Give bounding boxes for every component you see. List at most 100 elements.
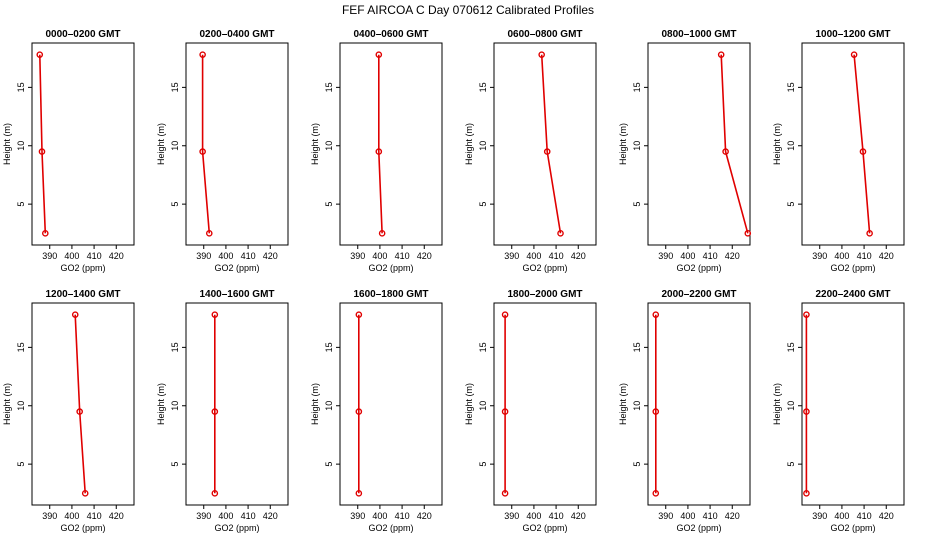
panel-title: 1600–1800 GMT (353, 289, 428, 300)
data-point (866, 230, 873, 237)
data-point (375, 51, 383, 58)
y-tick-label: 5 (16, 462, 26, 467)
data-point (501, 490, 509, 497)
x-tick-label: 390 (658, 511, 673, 521)
x-tick-label: 410 (549, 251, 564, 261)
y-tick-label: 5 (786, 202, 796, 207)
data-point (803, 490, 810, 497)
profile-panel: 1000–1200 GMT 390 400 410 420 5 10 15 GO2 (ppm) H… (772, 29, 905, 273)
y-tick-label: 10 (16, 141, 26, 151)
y-tick-label: 10 (632, 141, 642, 151)
profile-panel: 0200–0400 GMT 390 400 410 420 5 10 15 GO2 (ppm) H… (156, 29, 289, 273)
y-tick-label: 10 (324, 401, 334, 411)
y-tick-label: 5 (16, 202, 26, 207)
plot-frame (493, 302, 597, 506)
data-point (199, 148, 206, 155)
y-axis-label: Height (m) (772, 123, 782, 165)
y-tick-label: 5 (324, 462, 334, 467)
x-tick-label: 390 (350, 511, 365, 521)
x-axis-label: GO2 (ppm) (214, 523, 259, 533)
data-point (375, 148, 383, 155)
x-tick-label: 410 (857, 251, 872, 261)
data-point (42, 230, 49, 237)
data-point (211, 311, 219, 318)
data-point (744, 230, 752, 237)
x-tick-label: 410 (87, 251, 102, 261)
x-axis-label: GO2 (ppm) (676, 263, 721, 273)
x-tick-label: 410 (395, 251, 410, 261)
panel-title: 0200–0400 GMT (199, 29, 274, 40)
x-tick-label: 400 (834, 511, 849, 521)
x-tick-label: 410 (87, 511, 102, 521)
profile-panel: 0600–0800 GMT 390 400 410 420 5 10 15 GO2 (ppm) H… (464, 29, 597, 273)
y-tick-label: 15 (170, 82, 180, 92)
x-tick-label: 420 (263, 511, 278, 521)
x-tick-label: 420 (417, 511, 432, 521)
data-point (199, 51, 206, 58)
data-point (205, 230, 213, 237)
y-tick-label: 5 (632, 462, 642, 467)
x-tick-label: 420 (879, 251, 894, 261)
x-tick-label: 420 (725, 251, 740, 261)
x-axis-label: GO2 (ppm) (522, 263, 567, 273)
panel-title: 0600–0800 GMT (507, 29, 582, 40)
data-point (355, 311, 363, 318)
profile-panel: 2000–2200 GMT 390 400 410 420 5 10 15 GO2 (ppm) H… (618, 289, 751, 533)
x-axis-label: GO2 (ppm) (830, 523, 875, 533)
data-point (378, 230, 386, 237)
data-point (557, 230, 564, 237)
profile-panel: 2200–2400 GMT 390 400 410 420 5 10 15 GO2 (ppm) H… (772, 289, 905, 533)
x-tick-label: 400 (372, 511, 387, 521)
panel-title: 1200–1400 GMT (45, 289, 120, 300)
x-axis-label: GO2 (ppm) (522, 523, 567, 533)
profile-panel: 1200–1400 GMT 390 400 410 420 5 10 15 GO2 (ppm) H… (2, 289, 135, 533)
x-tick-label: 400 (526, 251, 541, 261)
profile-panel: 0000–0200 GMT 390 400 410 420 5 10 15 GO2 (ppm) H… (2, 29, 135, 273)
profile-panel: 1600–1800 GMT 390 400 410 420 5 10 15 GO2 (ppm) H… (310, 289, 443, 533)
plot-frame (185, 42, 289, 246)
x-tick-label: 410 (703, 511, 718, 521)
data-point (652, 311, 660, 318)
panel-grid: 0000–0200 GMT 390 400 410 420 5 10 15 GO2 (ppm) H… (2, 29, 905, 533)
data-point (36, 51, 44, 58)
x-tick-label: 400 (372, 251, 387, 261)
x-tick-label: 410 (549, 511, 564, 521)
y-tick-label: 5 (786, 462, 796, 467)
x-tick-label: 400 (680, 251, 695, 261)
panel-title: 2200–2400 GMT (815, 289, 890, 300)
data-point (652, 408, 660, 415)
x-tick-label: 410 (395, 511, 410, 521)
plot-frame (801, 42, 905, 246)
plot-frame (339, 302, 443, 506)
y-tick-label: 10 (786, 401, 796, 411)
profile-panel: 0400–0600 GMT 390 400 410 420 5 10 15 GO2 (ppm) H… (310, 29, 443, 273)
x-axis-label: GO2 (ppm) (830, 263, 875, 273)
x-tick-label: 420 (571, 511, 586, 521)
x-tick-label: 400 (218, 251, 233, 261)
y-tick-label: 10 (786, 141, 796, 151)
y-tick-label: 10 (16, 401, 26, 411)
x-tick-label: 390 (350, 251, 365, 261)
y-tick-label: 15 (632, 342, 642, 352)
data-point (501, 311, 509, 318)
y-tick-label: 15 (478, 342, 488, 352)
y-tick-label: 5 (170, 202, 180, 207)
data-point (211, 490, 219, 497)
y-tick-label: 5 (170, 462, 180, 467)
y-tick-label: 15 (16, 342, 26, 352)
y-tick-label: 5 (478, 462, 488, 467)
y-axis-label: Height (m) (156, 383, 166, 425)
y-axis-label: Height (m) (464, 123, 474, 165)
y-axis-label: Height (m) (618, 123, 628, 165)
x-tick-label: 400 (526, 511, 541, 521)
data-point (652, 490, 660, 497)
profile-line (377, 54, 383, 234)
y-axis-label: Height (m) (618, 383, 628, 425)
x-tick-label: 420 (571, 251, 586, 261)
data-point (803, 311, 810, 318)
plot-frame (185, 302, 289, 506)
y-tick-label: 5 (632, 202, 642, 207)
profile-panel: 0800–1000 GMT 390 400 410 420 5 10 15 GO2 (ppm) H… (618, 29, 752, 273)
panel-title: 1800–2000 GMT (507, 289, 582, 300)
